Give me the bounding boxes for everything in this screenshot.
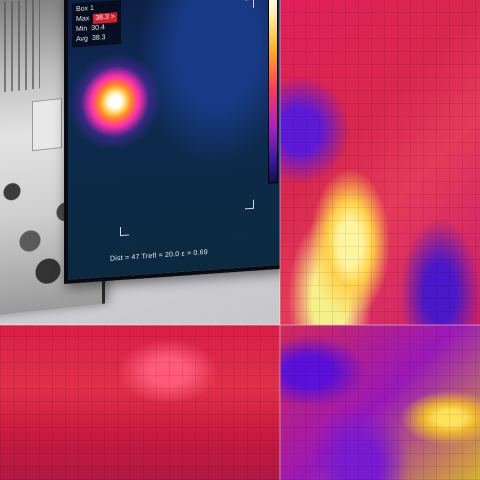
measurement-box: Box 1 Max 38.3 > Min 30.4 Avg 38.3 — [72, 0, 121, 48]
zoom-tile-bottom-right — [280, 325, 480, 480]
zoom-tile-top-right — [280, 0, 480, 325]
roi-corner-bracket-icon — [245, 199, 254, 210]
avg-label: Avg — [76, 35, 88, 44]
tile-divider — [279, 0, 281, 480]
tree-silhouette — [0, 0, 40, 94]
status-line: Dist = 47 Trefl = 20.0 ε = 0.69 — [110, 248, 208, 263]
roi-corner-bracket-icon — [245, 0, 254, 9]
roi-corner-bracket-icon — [120, 226, 129, 237]
tile-divider — [0, 324, 480, 326]
max-value: 38.3 > — [93, 12, 117, 24]
zoom-tile-bottom-left — [0, 325, 280, 480]
thermal-camera-photo: Box 1 Max 38.3 > Min 30.4 Avg 38.3 — [0, 0, 280, 325]
thermal-display: Box 1 Max 38.3 > Min 30.4 Avg 38.3 — [64, 0, 280, 284]
avg-value: 38.3 — [91, 34, 106, 43]
color-palette-bar-icon — [268, 0, 278, 184]
building-shape — [32, 98, 62, 152]
